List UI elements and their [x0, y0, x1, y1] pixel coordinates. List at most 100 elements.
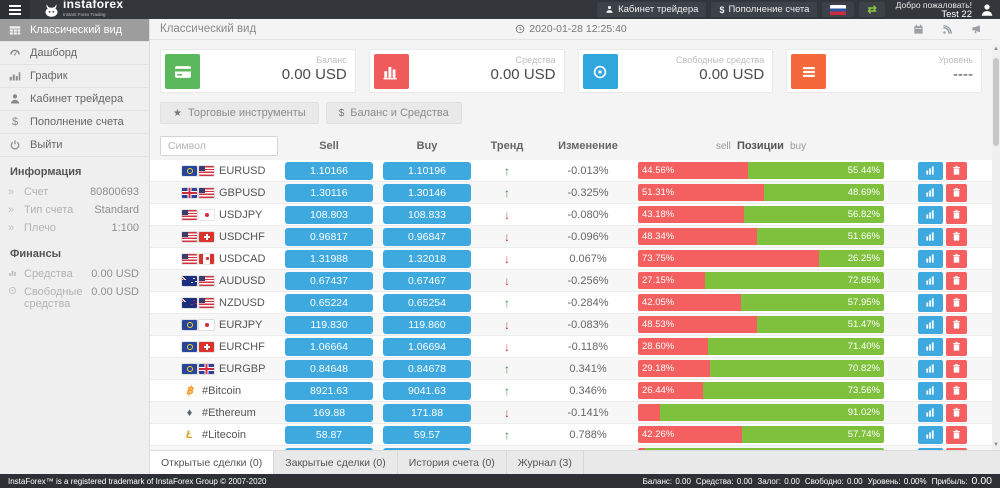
toolbar-button[interactable]: ★ Торговые инструменты	[160, 102, 319, 124]
sell-price-button[interactable]: 58.87	[285, 425, 373, 444]
sell-price-button[interactable]: 8921.63	[285, 381, 373, 400]
delete-button[interactable]	[946, 161, 967, 180]
megaphone-icon[interactable]	[971, 24, 982, 35]
delete-button[interactable]	[946, 425, 967, 444]
change-value: -0.083%	[567, 318, 609, 331]
buy-price-button[interactable]: 1.30146	[383, 183, 471, 202]
language-flag-button[interactable]	[822, 2, 855, 17]
delete-button[interactable]	[946, 183, 967, 202]
sell-price-button[interactable]: 0.65224	[285, 293, 373, 312]
vertical-scrollbar[interactable]: ▲ ▼	[992, 45, 1000, 450]
sell-price-button[interactable]: 1.10166	[285, 161, 373, 180]
delete-button[interactable]	[946, 315, 967, 334]
sell-price-button[interactable]: 1.06664	[285, 337, 373, 356]
sell-price-button[interactable]: 169.88	[285, 403, 373, 422]
sidebar-item-dashboard[interactable]: Дашборд	[0, 42, 149, 65]
bottom-tab[interactable]: Открытые сделки (0)	[150, 451, 275, 474]
open-chart-button[interactable]	[918, 227, 943, 246]
scrollbar-thumb[interactable]	[993, 58, 999, 146]
info-value: 80800693	[90, 186, 139, 198]
buy-price-button[interactable]: 9041.63	[383, 381, 471, 400]
flag-ch-icon	[199, 231, 214, 242]
sell-price-button[interactable]: 0.84648	[285, 359, 373, 378]
delete-button[interactable]	[946, 227, 967, 246]
instaforex-logo[interactable]: instaforex Instant Forex Trading	[44, 0, 123, 19]
positions-buy-bar: 57.74%	[741, 426, 884, 443]
scroll-up-arrow[interactable]: ▲	[993, 46, 999, 52]
buy-price-button[interactable]: 108.833	[383, 205, 471, 224]
buy-price-button[interactable]: 0.84678	[383, 359, 471, 378]
delete-button[interactable]	[946, 359, 967, 378]
exchange-button[interactable]: ⇄	[859, 2, 885, 17]
sidebar-item-logout[interactable]: Выйти	[0, 134, 149, 157]
delete-button[interactable]	[946, 293, 967, 312]
buy-price-button[interactable]: 59.57	[383, 425, 471, 444]
symbol-label: #Bitcoin	[202, 384, 242, 397]
col-positions: sell Позиции buy	[715, 140, 807, 152]
positions-buy-bar: 48.69%	[764, 184, 884, 201]
bottom-tab[interactable]: Закрытые сделки (0)	[274, 451, 398, 474]
symbol-icons: ฿	[182, 385, 197, 396]
delete-button[interactable]	[946, 249, 967, 268]
calendar-icon[interactable]	[913, 24, 924, 35]
sell-price-button[interactable]: 1.30116	[285, 183, 373, 202]
sell-price-button[interactable]: 119.830	[285, 315, 373, 334]
table-header: Sell Buy Тренд Изменение sell Позиции bu…	[150, 132, 992, 160]
positions-buy-bar: 26.25%	[819, 250, 884, 267]
buy-price-button[interactable]: 119.860	[383, 315, 471, 334]
delete-button[interactable]	[946, 205, 967, 224]
delete-button[interactable]	[946, 381, 967, 400]
buy-price-button[interactable]: 1.32018	[383, 249, 471, 268]
open-chart-button[interactable]	[918, 425, 943, 444]
buy-price-button[interactable]: 1.10196	[383, 161, 471, 180]
open-chart-button[interactable]	[918, 183, 943, 202]
open-chart-button[interactable]	[918, 293, 943, 312]
delete-button[interactable]	[946, 403, 967, 422]
symbol-icons	[182, 209, 214, 220]
positions-sell-bar	[638, 404, 661, 421]
summary-card: Баланс 0.00 USD	[160, 49, 356, 93]
open-chart-button[interactable]	[918, 249, 943, 268]
open-chart-button[interactable]	[918, 337, 943, 356]
buy-price-button[interactable]: 1.06694	[383, 337, 471, 356]
sell-price-button[interactable]: 108.803	[285, 205, 373, 224]
open-chart-button[interactable]	[918, 359, 943, 378]
open-chart-button[interactable]	[918, 271, 943, 290]
toolbar-button[interactable]: $ Баланс и Средства	[325, 102, 462, 124]
trend-arrow-icon: ↑	[504, 295, 510, 310]
change-value: -0.118%	[567, 340, 609, 353]
info-value: 0.00 USD	[91, 286, 139, 298]
sell-price-button[interactable]: 0.96817	[285, 227, 373, 246]
delete-button[interactable]	[946, 271, 967, 290]
open-chart-button[interactable]	[918, 381, 943, 400]
bottom-tab[interactable]: История счета (0)	[398, 451, 507, 474]
buy-price-button[interactable]: 0.96847	[383, 227, 471, 246]
symbol-label: #Litecoin	[202, 428, 247, 441]
buy-price-button[interactable]: 0.67467	[383, 271, 471, 290]
sell-price-button[interactable]: 1.31988	[285, 249, 373, 268]
sidebar-item-chart[interactable]: График	[0, 65, 149, 88]
buy-price-button[interactable]: 171.88	[383, 403, 471, 422]
open-chart-button[interactable]	[918, 161, 943, 180]
deposit-button[interactable]: $ Пополнение счета	[711, 2, 818, 17]
table-row: ♦ #Ethereum 169.88 171.88 ↓ -0.141% 91.0…	[150, 402, 992, 424]
sidebar-item-deposit[interactable]: $ Пополнение счета	[0, 111, 149, 134]
buy-price-button[interactable]: 0.65254	[383, 293, 471, 312]
symbol-icons: Ł	[182, 429, 197, 440]
open-chart-button[interactable]	[918, 205, 943, 224]
change-value: 0.067%	[569, 252, 607, 265]
rss-icon[interactable]	[942, 24, 953, 35]
hamburger-menu-icon[interactable]	[0, 0, 30, 19]
delete-button[interactable]	[946, 337, 967, 356]
symbol-search-input[interactable]	[160, 136, 278, 156]
scroll-down-arrow[interactable]: ▼	[993, 442, 999, 448]
sidebar-item-trader-cabinet[interactable]: Кабинет трейдера	[0, 88, 149, 111]
trader-cabinet-button[interactable]: Кабинет трейдера	[597, 2, 707, 17]
open-chart-button[interactable]	[918, 403, 943, 422]
sell-price-button[interactable]: 0.67437	[285, 271, 373, 290]
sidebar-item-classic-view[interactable]: Классический вид	[0, 19, 149, 42]
bottom-tab[interactable]: Журнал (3)	[507, 451, 584, 474]
open-chart-button[interactable]	[918, 315, 943, 334]
avatar-icon[interactable]	[980, 3, 994, 17]
symbol-label: NZDUSD	[219, 296, 265, 309]
